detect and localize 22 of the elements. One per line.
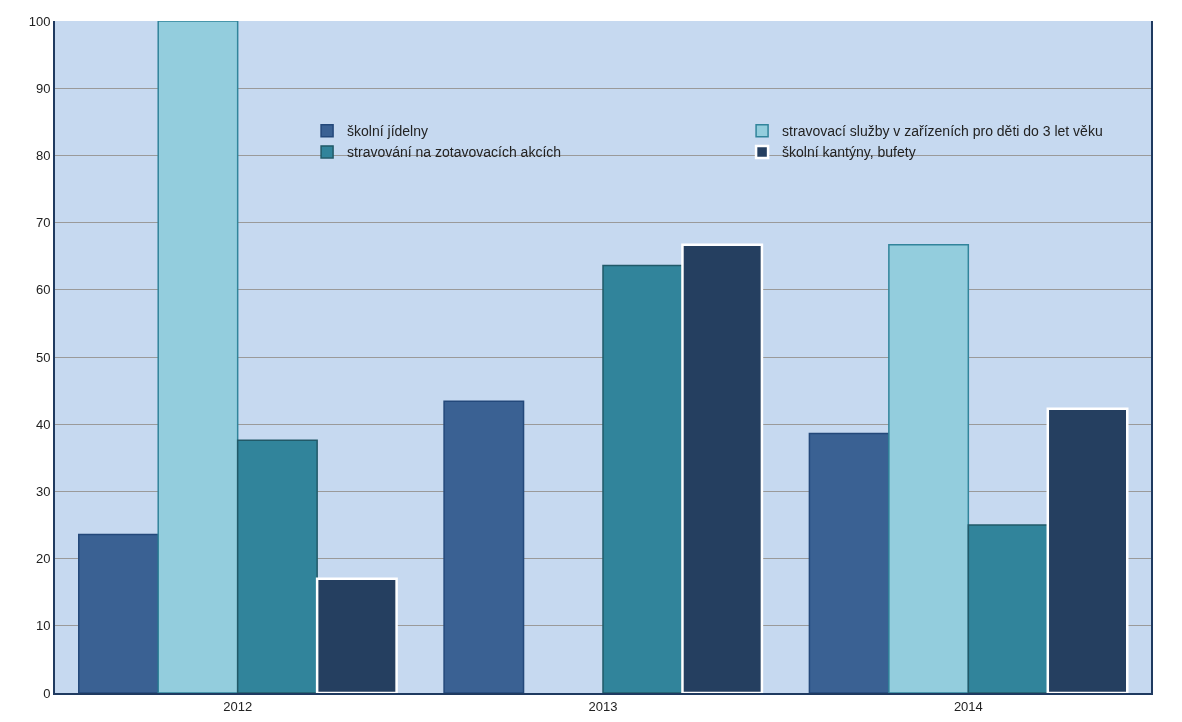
y-tick-label: 10 [35, 618, 51, 634]
legend-label: školní jídelny [347, 123, 429, 140]
x-tick-label: 2012 [223, 698, 253, 714]
y-tick-label: 50 [35, 349, 51, 365]
legend-label: školní kantýny, bufety [782, 144, 916, 161]
bar [78, 533, 159, 693]
legend-label: stravovací služby v zařízeních pro děti do 3 let věku [782, 123, 1103, 140]
y-tick-label: 90 [35, 80, 51, 96]
legend-label: stravování na zotavovacích akcích [347, 144, 562, 161]
y-tick-label: 40 [35, 416, 51, 432]
y-tick-label: 100 [28, 13, 51, 29]
x-tick-label: 2013 [588, 698, 618, 714]
y-tick-label: 30 [35, 483, 51, 499]
y-tick-label: 20 [35, 551, 51, 567]
bar [602, 264, 684, 693]
bar [808, 432, 890, 693]
y-tick-label: 70 [35, 215, 51, 231]
y-tick-label: 80 [35, 147, 51, 163]
y-tick-label: 60 [35, 282, 51, 298]
x-tick-label: 2014 [953, 698, 983, 714]
y-tick-label: 0 [43, 685, 51, 701]
bar [443, 400, 525, 693]
